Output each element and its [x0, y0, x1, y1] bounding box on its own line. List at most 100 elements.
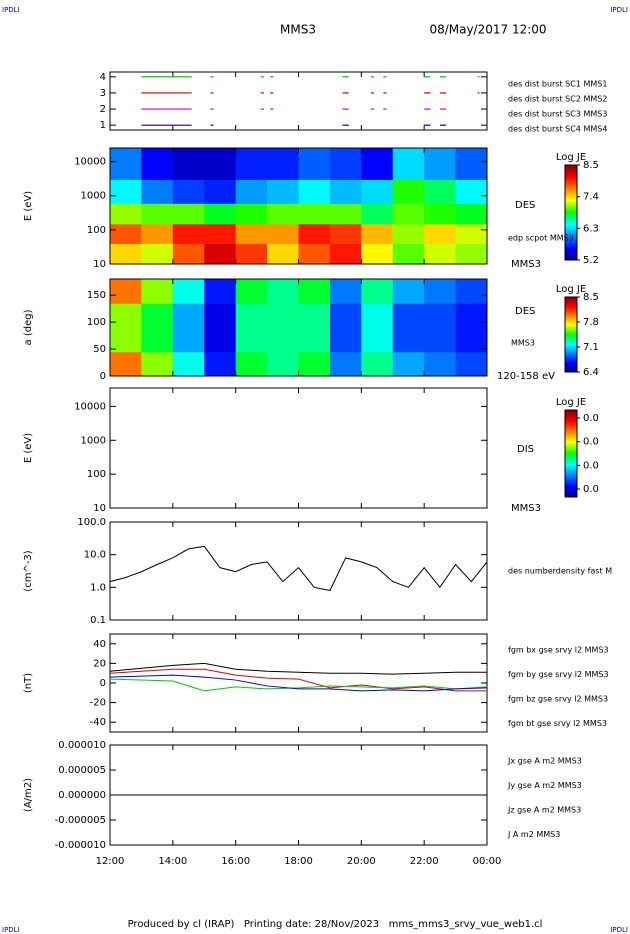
spectrogram-cell: [204, 351, 237, 377]
colorbar-tick-label: 7.8: [583, 317, 599, 328]
y-tick-label: 4: [100, 72, 106, 83]
annotation: MMS3: [511, 503, 541, 514]
annotation: MMS3: [511, 259, 541, 270]
spectrogram-cell: [329, 203, 362, 225]
spectrogram-cell: [424, 351, 457, 377]
spectrogram-cell: [361, 223, 394, 244]
spectrogram-cell: [455, 203, 488, 225]
spectrogram-cell: [267, 148, 299, 180]
spectrogram-cell: [392, 243, 425, 265]
colorbar-tick-label: 7.1: [583, 342, 599, 353]
legend-entry: des numberdensity fast M: [508, 567, 612, 576]
colorbar-label: Log JE: [556, 284, 586, 295]
spectrogram-cell: [267, 327, 299, 353]
annotation: DIS: [517, 444, 534, 455]
spectrogram-cell: [424, 303, 457, 328]
y-tick-label: 3: [100, 88, 106, 99]
spectrogram-cell: [298, 148, 331, 180]
spectrogram-cell: [204, 203, 237, 225]
spectrogram-cell: [172, 327, 205, 353]
spectrogram-cell: [172, 279, 205, 304]
spectrogram-cell: [424, 279, 457, 304]
colorbar-tick-label: 8.5: [583, 160, 599, 171]
spectrogram-cell: [110, 148, 142, 180]
y-tick-label: 0.000010: [58, 740, 106, 751]
spectrogram-cell: [329, 148, 362, 180]
spectrogram-cell: [235, 148, 268, 180]
colorbar-tick-label: 6.3: [583, 223, 599, 234]
legend-entry: des dist burst SC3 MMS3: [508, 110, 607, 119]
spectrogram-cell: [235, 223, 268, 244]
colorbar-tick-label: 7.4: [583, 192, 599, 203]
corner-label: IPDLI: [2, 926, 20, 934]
y-tick-label: -20: [90, 698, 106, 709]
spectrogram-cell: [329, 351, 362, 377]
y-tick-label: 1.0: [90, 582, 106, 593]
spectrogram-cell: [424, 243, 457, 265]
spectrogram-cell: [235, 279, 268, 304]
spectrogram-cell: [424, 203, 457, 225]
spectrogram-cell: [392, 303, 425, 328]
corner-label: IPDLI: [2, 6, 20, 14]
spectrogram-cell: [392, 279, 425, 304]
spectrogram-cell: [172, 203, 205, 225]
y-tick-label: 40: [93, 639, 106, 650]
x-tick-label: 20:00: [347, 856, 376, 867]
data-line: [109, 674, 488, 692]
spectrogram-cell: [361, 148, 394, 180]
colorbar-tick-label: 0.0: [583, 413, 599, 424]
spectrogram-cell: [172, 148, 205, 180]
spectrogram-cell: [392, 203, 425, 225]
y-axis-label: a (deg): [23, 309, 34, 345]
y-tick-label: 10000: [74, 401, 106, 412]
spectrogram-cell: [235, 327, 268, 353]
spectrogram-cell: [455, 223, 488, 244]
spectrogram-cell: [110, 303, 142, 328]
spectrogram-cell: [204, 148, 237, 180]
spectrogram-cell: [204, 327, 237, 353]
legend-entry: Jy gse A m2 MMS3: [507, 781, 582, 790]
y-tick-label: 10000: [74, 157, 106, 168]
spectrogram-cell: [298, 179, 331, 204]
spectrogram-cell: [204, 243, 237, 265]
x-tick-label: 16:00: [221, 856, 250, 867]
spectrogram-cell: [424, 179, 457, 204]
spectrogram-cell: [141, 179, 174, 204]
corner-label: IPDLI: [610, 926, 628, 934]
spectrogram-cell: [172, 303, 205, 328]
legend-entry: des dist burst SC2 MMS2: [508, 95, 607, 104]
y-axis-label: (nT): [23, 673, 34, 693]
corner-label: IPDLI: [610, 6, 628, 14]
spectrogram-cell: [329, 303, 362, 328]
spectrogram-cell: [267, 303, 299, 328]
annotation: 120-158 eV: [497, 371, 555, 382]
legend-entry: des dist burst SC4 MMS4: [508, 125, 607, 134]
spectrogram-cell: [204, 303, 237, 328]
colorbar-tick-label: 0.0: [583, 460, 599, 471]
spectrogram-cell: [361, 327, 394, 353]
title: MMS3: [280, 23, 316, 37]
y-axis-label: E (eV): [23, 191, 34, 221]
spectrogram-cell: [172, 223, 205, 244]
date: 08/May/2017 12:00: [429, 23, 546, 37]
spectrogram-cell: [235, 179, 268, 204]
colorbar-label: Log JE: [556, 397, 586, 408]
y-axis-label: (cm^-3): [23, 550, 34, 591]
spectrogram-cell: [110, 179, 142, 204]
spectrogram-cell: [298, 303, 331, 328]
y-tick-label: 1000: [81, 191, 106, 202]
annotation: edp scpot MMS3: [508, 234, 574, 243]
spectrogram-cell: [110, 351, 142, 377]
y-axis-label: (A/m2): [23, 778, 34, 812]
y-tick-label: 1: [100, 120, 106, 131]
spectrogram-cell: [141, 243, 174, 265]
y-tick-label: -40: [90, 717, 106, 728]
spectrogram-cell: [455, 148, 488, 180]
spectrogram-cell: [298, 351, 331, 377]
spectrogram-cell: [361, 243, 394, 265]
plot-frame: [109, 633, 488, 733]
data-line: [109, 545, 488, 592]
spectrogram-cell: [298, 203, 331, 225]
legend-entry: fgm bt gse srvy l2 MMS3: [508, 719, 607, 728]
y-tick-label: 100: [87, 469, 106, 480]
